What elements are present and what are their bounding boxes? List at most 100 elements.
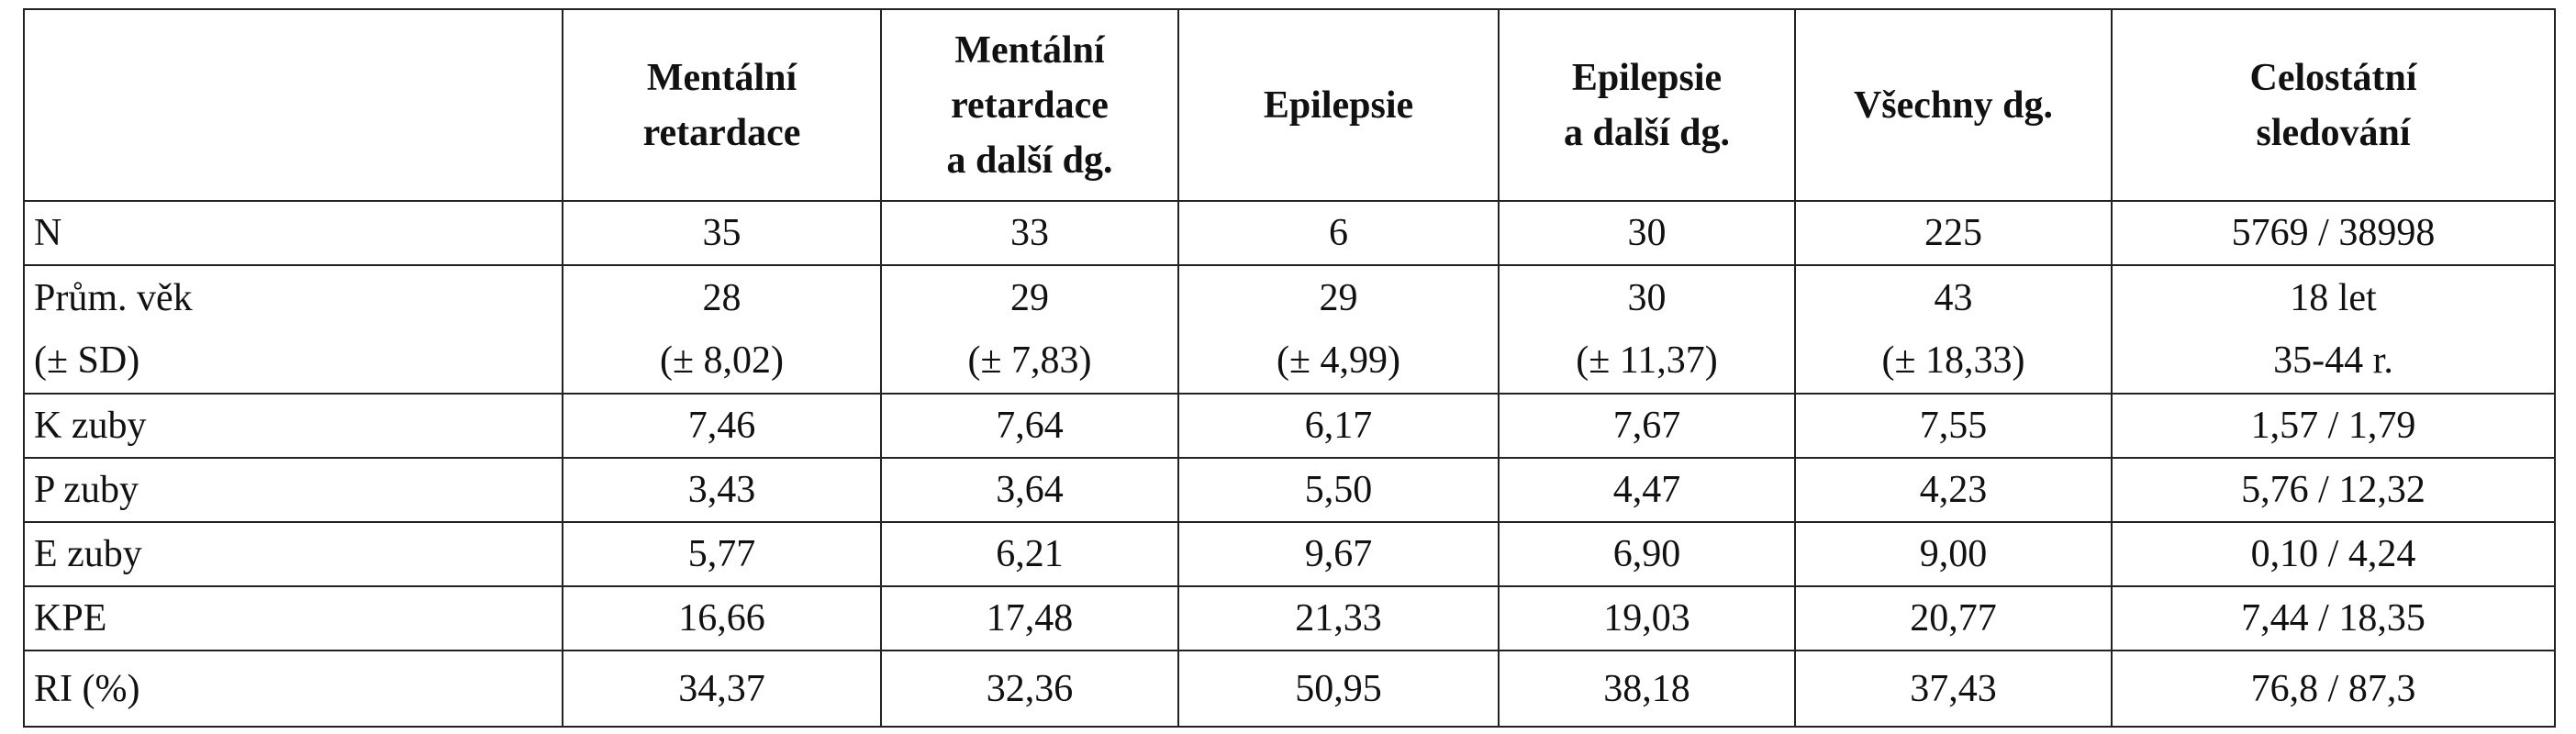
cell-line: 32,36 [986,667,1074,710]
cell-line: 43 [1934,277,1973,319]
table-row: RI (%) 34,37 32,36 50,95 38,18 37,43 76,8 / 87… [23,650,2556,728]
table-cell: 43 (± 18,33) [1794,264,2113,395]
table-row: KPE 16,66 17,48 21,33 19,03 20,77 7,44 / 18,35 [23,585,2556,651]
cell-line: Mentální [646,56,797,99]
cell-line: 3,64 [996,469,1064,511]
table-cell: 76,8 / 87,3 [2111,650,2556,728]
cell-line: Epilepsie [1571,56,1723,99]
table-cell: 225 [1794,200,2113,266]
table-cell: 35 [562,200,882,266]
cell-line: 4,23 [1919,469,1988,511]
cell-line: (± 11,37) [1576,339,1718,382]
row-label: N [23,200,563,266]
cell-line: 9,00 [1919,533,1988,575]
table-row: P zuby 3,43 3,64 5,50 4,47 4,23 5,76 / 12,32 [23,457,2556,523]
table-row: E zuby 5,77 6,21 9,67 6,90 9,00 0,10 / 4,24 [23,521,2556,587]
table-cell: 38,18 [1498,650,1796,728]
table-cell: 6 [1177,200,1500,266]
table-cell: 9,67 [1177,521,1500,587]
data-table: Mentální retardace Mentální retardace a dalš… [23,8,2556,728]
cell-line: a další dg. [946,139,1113,182]
table-cell: 28 (± 8,02) [562,264,882,395]
header-cell: Epilepsie [1177,8,1500,202]
header-cell: Mentální retardace [562,8,882,202]
table-body: N 35 33 6 30 225 5769 / 38998 Prům. věk (± SD) 28… [23,200,2556,728]
table-cell: 7,55 [1794,393,2113,459]
table-cell: 34,37 [562,650,882,728]
cell-line: RI (%) [34,667,140,710]
cell-line: 6,90 [1612,533,1681,575]
cell-line: 34,37 [678,667,765,710]
table-cell: 7,46 [562,393,882,459]
cell-line: 7,46 [687,405,756,447]
cell-line: (± 18,33) [1881,339,2025,382]
cell-line: 21,33 [1295,597,1382,639]
header-cell: Celostátní sledování [2111,8,2556,202]
table-cell: 0,10 / 4,24 [2111,521,2556,587]
cell-line: 35-44 r. [2273,339,2393,382]
cell-line: 7,44 / 18,35 [2241,597,2425,639]
header-cell: Všechny dg. [1794,8,2113,202]
table-cell: 4,47 [1498,457,1796,523]
table-row: N 35 33 6 30 225 5769 / 38998 [23,200,2556,266]
table-cell: 5769 / 38998 [2111,200,2556,266]
table-cell: 9,00 [1794,521,2113,587]
cell-line: retardace [951,83,1109,127]
cell-line: Epilepsie [1263,83,1414,127]
cell-line: 6,21 [996,533,1064,575]
cell-line: 29 [1010,277,1049,319]
table-cell: 30 (± 11,37) [1498,264,1796,395]
header-row: Mentální retardace Mentální retardace a dalš… [23,8,2556,202]
cell-line: a další dg. [1564,111,1730,154]
cell-line: 7,55 [1919,405,1988,447]
row-label: RI (%) [23,650,563,728]
cell-line: 29 [1319,277,1358,319]
cell-line: E zuby [34,533,142,575]
table-cell: 16,66 [562,585,882,651]
cell-line: Prům. věk [34,277,193,319]
cell-line: 7,67 [1612,405,1681,447]
cell-line: Mentální [954,28,1105,72]
cell-line: retardace [642,111,801,154]
cell-line: N [34,212,62,254]
table-cell: 5,76 / 12,32 [2111,457,2556,523]
cell-line: (± 8,02) [659,339,785,382]
cell-line: 6,17 [1304,405,1373,447]
row-label: P zuby [23,457,563,523]
cell-line: 76,8 / 87,3 [2250,667,2416,710]
cell-line: 4,47 [1612,469,1681,511]
cell-line: 35 [702,212,742,254]
cell-line: 19,03 [1603,597,1690,639]
cell-line: 9,67 [1304,533,1373,575]
cell-line: 16,66 [678,597,765,639]
cell-line: 3,43 [687,469,756,511]
cell-line: 30 [1627,277,1667,319]
table-cell: 17,48 [880,585,1179,651]
cell-line: Všechny dg. [1853,83,2054,127]
cell-line: 5,50 [1304,469,1373,511]
table-cell: 6,21 [880,521,1179,587]
cell-line: 6 [1329,212,1348,254]
cell-line: 20,77 [1910,597,1997,639]
table-cell: 3,64 [880,457,1179,523]
cell-line: 1,57 / 1,79 [2250,405,2416,447]
table-cell: 33 [880,200,1179,266]
table-cell: 29 (± 7,83) [880,264,1179,395]
cell-line: K zuby [34,405,147,447]
table-cell: 6,17 [1177,393,1500,459]
table-cell: 5,77 [562,521,882,587]
header-cell: Mentální retardace a další dg. [880,8,1179,202]
table-cell: 18 let 35-44 r. [2111,264,2556,395]
table-cell: 4,23 [1794,457,2113,523]
cell-line: 18 let [2290,277,2377,319]
table-cell: 19,03 [1498,585,1796,651]
cell-line: Celostátní [2249,56,2417,99]
cell-line: sledování [2256,111,2411,154]
row-label: Prům. věk (± SD) [23,264,563,395]
cell-line: (± SD) [34,339,140,382]
cell-line: 0,10 / 4,24 [2250,533,2416,575]
table-cell: 20,77 [1794,585,2113,651]
cell-line: 5,77 [687,533,756,575]
cell-line: (± 7,83) [967,339,1092,382]
